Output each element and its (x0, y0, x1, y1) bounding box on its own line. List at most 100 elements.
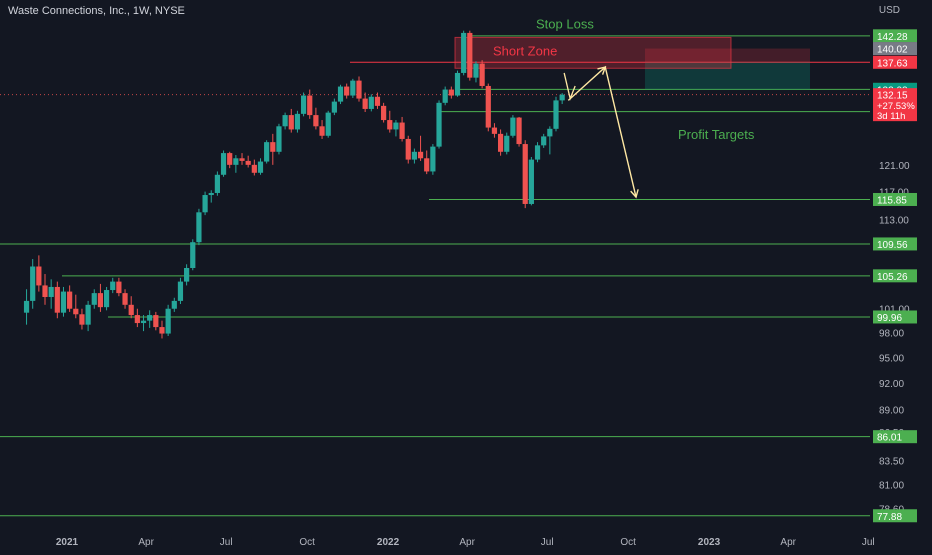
candle (399, 116, 405, 142)
candle-body (36, 266, 42, 286)
candle (134, 308, 140, 328)
candle-body (534, 145, 541, 160)
y-tick-label: 121.00 (879, 161, 910, 172)
candle (387, 110, 393, 133)
candle (214, 171, 220, 196)
candle (534, 142, 541, 163)
candle (393, 120, 399, 137)
candle-body (227, 153, 233, 165)
x-tick-label: Jul (220, 537, 233, 548)
candle-body (288, 115, 294, 130)
level-tag-label: 86.01 (877, 433, 902, 444)
candle (547, 126, 553, 155)
candle (140, 315, 147, 332)
candle (184, 264, 190, 286)
candle-body (54, 286, 60, 313)
candle-body (23, 300, 30, 313)
candle-body (165, 308, 171, 334)
annotation-short-zone: Short Zone (493, 44, 557, 59)
candle (497, 129, 504, 156)
candle-body (85, 304, 91, 325)
candle (79, 308, 85, 330)
candle (23, 289, 30, 325)
candle-body (128, 304, 134, 316)
level-lines (0, 35, 870, 517)
candle-body (42, 285, 48, 297)
candle-body (159, 327, 165, 334)
candle (319, 120, 325, 139)
candle (485, 83, 491, 132)
candle-body (424, 158, 430, 172)
y-tick-label: 113.00 (879, 215, 909, 226)
stop-tag (873, 42, 917, 56)
candle (48, 279, 54, 309)
candle (516, 116, 522, 147)
candle (510, 115, 516, 138)
candle (411, 148, 418, 164)
price-tags: 142.28133.03129.37115.85109.56105.2699.9… (873, 29, 917, 523)
candle-body (331, 101, 337, 113)
candle-body (430, 146, 436, 172)
candle-body (368, 96, 374, 109)
candle (325, 110, 331, 138)
level-tag-label: 77.88 (877, 512, 902, 523)
candle-body (134, 315, 140, 324)
y-tick-label: 95.00 (879, 354, 904, 365)
candle-body (399, 122, 405, 139)
candle-body (356, 80, 362, 99)
candle-body (411, 151, 418, 160)
candle-body (362, 98, 368, 109)
x-tick-label: Apr (138, 537, 154, 548)
candle (220, 150, 227, 177)
candle (42, 274, 48, 305)
short-zone-box (454, 36, 732, 69)
candle (227, 151, 233, 169)
candle-body (91, 293, 97, 305)
level-tag-label: 105.26 (877, 272, 908, 283)
candle-body (522, 144, 528, 204)
candle (381, 102, 387, 123)
candle (442, 86, 448, 106)
candle (362, 92, 368, 113)
candle-body (516, 117, 522, 145)
candle-body (454, 72, 461, 96)
candle-body (122, 293, 128, 305)
candle-body (251, 164, 257, 173)
current-price-change: +27.53% (877, 101, 915, 112)
candle-body (559, 94, 565, 101)
candle (337, 84, 344, 105)
x-tick-label: Oct (620, 537, 636, 548)
candle-body (48, 286, 54, 297)
candle-body (479, 63, 485, 86)
candle-body (202, 195, 208, 213)
x-tick-label: Jul (541, 537, 554, 548)
current-price-tag (873, 88, 917, 122)
candle-body (448, 89, 454, 96)
candle (479, 60, 485, 89)
candle (430, 144, 436, 175)
candle-body (60, 291, 67, 313)
candle (73, 294, 79, 319)
projected-path (563, 65, 639, 199)
candle (30, 259, 36, 309)
candle-body (473, 63, 479, 78)
x-tick-label: 2021 (56, 537, 79, 548)
candle-body (417, 151, 424, 159)
position-risk-area (645, 48, 810, 63)
y-tick-label: 89.00 (879, 405, 904, 416)
y-tick-label: 98.00 (879, 329, 904, 340)
candle-body (300, 95, 307, 114)
candle (147, 310, 153, 328)
candle (190, 239, 196, 271)
candle (454, 70, 461, 97)
level-tag (873, 430, 917, 444)
candle (448, 86, 454, 99)
x-tick-label: Jul (862, 537, 875, 548)
candle-body (393, 122, 399, 130)
candle (165, 304, 171, 337)
current-price-value: 132.15 (877, 91, 908, 102)
stop-tag-label: 140.02 (877, 45, 908, 56)
annotation-stop-loss: Stop Loss (536, 17, 594, 32)
